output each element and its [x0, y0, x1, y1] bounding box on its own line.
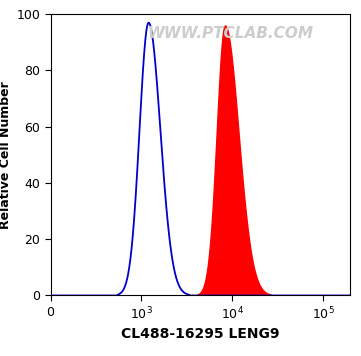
X-axis label: CL488-16295 LENG9: CL488-16295 LENG9: [121, 327, 280, 341]
Text: WWW.PTCLAB.COM: WWW.PTCLAB.COM: [147, 26, 313, 41]
Y-axis label: Relative Cell Number: Relative Cell Number: [0, 81, 12, 229]
